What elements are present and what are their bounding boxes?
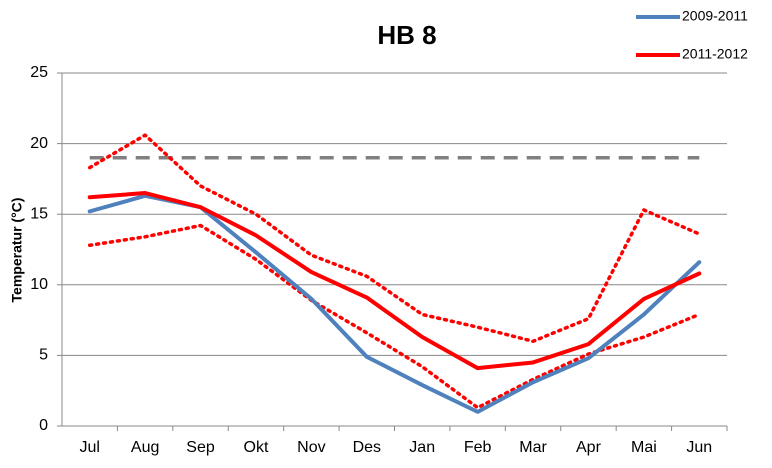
y-axis-label: Temperatur (°C) (9, 198, 25, 303)
x-tick-label: Mar (519, 439, 547, 456)
x-tick-label: Des (353, 439, 381, 456)
y-tick-label: 15 (30, 205, 48, 222)
legend-label: 2011-2012 (682, 46, 748, 62)
x-tick-label: Jan (409, 439, 435, 456)
y-tick-label: 0 (39, 417, 48, 434)
series-line (87, 191, 702, 371)
x-tick-label: Jul (79, 439, 99, 456)
x-tick-label: Nov (297, 439, 325, 456)
y-tick-label: 10 (30, 276, 48, 293)
x-tick-label: Mai (631, 439, 657, 456)
x-tick-label: Sep (186, 439, 215, 456)
series-line (87, 133, 702, 344)
y-tick-label: 20 (30, 135, 48, 152)
x-tick-label: Apr (576, 439, 602, 456)
x-tick-label: Feb (464, 439, 492, 456)
y-tick-label: 5 (39, 347, 48, 364)
legend-label: 2009-2011 (682, 8, 748, 24)
chart-title: HB 8 (377, 20, 436, 50)
x-tick-label: Aug (131, 439, 159, 456)
x-tick-label: Jun (686, 439, 712, 456)
y-tick-label: 25 (30, 64, 48, 81)
x-tick-label: Okt (244, 439, 269, 456)
